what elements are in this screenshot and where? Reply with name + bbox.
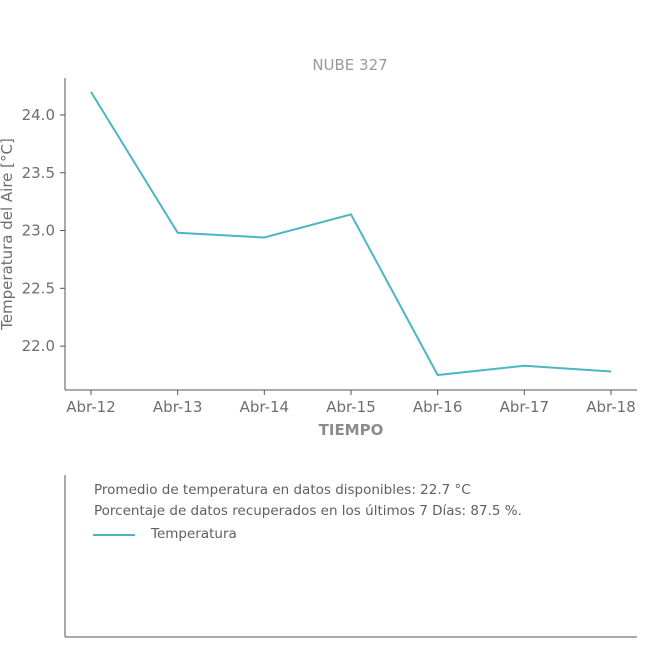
info-panel: Promedio de temperatura en datos disponi… xyxy=(64,475,637,638)
x-tick-label: Abr-12 xyxy=(66,398,116,416)
average-temperature-text: Promedio de temperatura en datos disponi… xyxy=(94,482,471,498)
y-tick-label: 23.0 xyxy=(22,222,55,240)
x-axis-ticks: Abr-12 Abr-13 Abr-14 Abr-15 Abr-16 Abr-17 Abr-… xyxy=(66,390,636,416)
series-group xyxy=(90,91,612,377)
x-tick-label: Abr-17 xyxy=(500,398,550,416)
y-tick-label: 22.0 xyxy=(22,337,55,355)
x-tick-label: Abr-13 xyxy=(153,398,203,416)
x-tick-label: Abr-15 xyxy=(326,398,376,416)
y-tick-label: 22.5 xyxy=(22,279,55,297)
y-axis-label: Temperatura del Aire [°C] xyxy=(0,138,16,331)
chart-title: NUBE 327 xyxy=(312,56,387,74)
x-tick-label: Abr-18 xyxy=(586,398,636,416)
y-tick-label: 23.5 xyxy=(22,164,55,182)
y-axis-ticks: 22.0 22.5 23.0 23.5 24.0 xyxy=(22,106,65,355)
plot-area: 22.022.523.023.524.0 Abr-12 Abr-13 Abr-14 A… xyxy=(22,78,637,416)
y-tick-label: 24.0 xyxy=(22,106,55,124)
series-line-temperatura xyxy=(90,91,612,377)
legend-label: Temperatura xyxy=(150,526,237,542)
x-tick-label: Abr-14 xyxy=(240,398,290,416)
x-axis-label: TIEMPO xyxy=(319,421,384,439)
data-percentage-text: Porcentaje de datos recuperados en los ú… xyxy=(94,503,522,519)
x-tick-label: Abr-16 xyxy=(413,398,463,416)
